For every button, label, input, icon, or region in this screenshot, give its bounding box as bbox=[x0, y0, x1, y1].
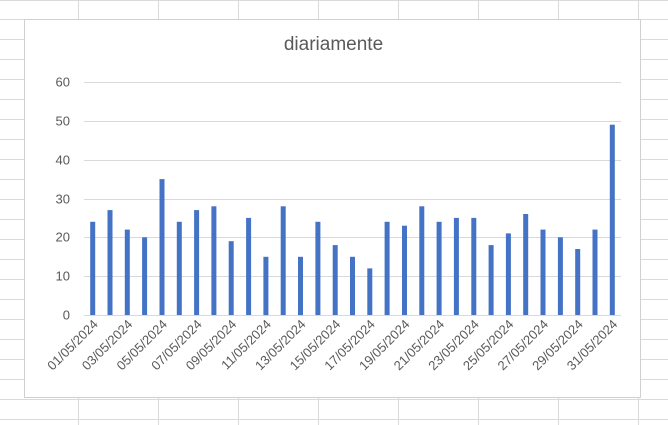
bar-09/05/2024[interactable] bbox=[228, 241, 234, 315]
y-tick-label: 20 bbox=[56, 230, 70, 245]
y-tick-label: 30 bbox=[56, 192, 70, 207]
chart-title: diariamente bbox=[283, 34, 384, 55]
bar-29/05/2024[interactable] bbox=[575, 249, 581, 315]
bar-03/05/2024[interactable] bbox=[124, 229, 130, 315]
bar-20/05/2024[interactable] bbox=[419, 206, 425, 315]
bar-chart-plot: 010203040506001/05/202403/05/202405/05/2… bbox=[44, 75, 621, 373]
bar-08/05/2024[interactable] bbox=[211, 206, 217, 315]
chart-container[interactable]: diariamente 0 10 20 30 40 50 60 01/05/2024 03/05… bbox=[24, 19, 641, 398]
bar-25/05/2024[interactable] bbox=[505, 233, 511, 315]
y-tick-label: 60 bbox=[56, 75, 70, 90]
y-tick-label: 40 bbox=[56, 153, 70, 168]
bar-16/05/2024[interactable] bbox=[350, 256, 355, 316]
bar-19/05/2024[interactable] bbox=[402, 225, 407, 315]
bar-14/05/2024[interactable] bbox=[315, 221, 321, 315]
bar-28/05/2024[interactable] bbox=[557, 237, 563, 315]
bar-17/05/2024[interactable] bbox=[367, 268, 373, 315]
bar-07/05/2024[interactable] bbox=[194, 210, 200, 315]
bar-18/05/2024[interactable] bbox=[384, 221, 390, 315]
y-tick-label: 0 bbox=[63, 308, 70, 323]
bar-13/05/2024[interactable] bbox=[298, 256, 303, 316]
bar-24/05/2024[interactable] bbox=[488, 245, 494, 315]
bar-22/05/2024[interactable] bbox=[453, 217, 459, 315]
bar-27/05/2024[interactable] bbox=[540, 229, 546, 315]
bar-05/05/2024[interactable] bbox=[159, 179, 165, 315]
bar-11/05/2024[interactable] bbox=[263, 256, 269, 316]
bar-26/05/2024[interactable] bbox=[523, 214, 529, 315]
bar-30/05/2024[interactable] bbox=[592, 229, 598, 315]
bar-10/05/2024[interactable] bbox=[246, 217, 252, 315]
y-tick-label: 10 bbox=[56, 269, 70, 284]
y-tick-label: 50 bbox=[56, 114, 70, 129]
bar-04/05/2024[interactable] bbox=[142, 237, 148, 315]
bar-31/05/2024[interactable] bbox=[609, 124, 615, 315]
bar-01/05/2024[interactable] bbox=[90, 221, 96, 315]
bar-23/05/2024[interactable] bbox=[471, 217, 477, 315]
bar-15/05/2024[interactable] bbox=[332, 245, 338, 315]
bar-06/05/2024[interactable] bbox=[176, 221, 182, 315]
bar-21/05/2024[interactable] bbox=[436, 221, 442, 315]
bar-02/05/2024[interactable] bbox=[107, 210, 113, 315]
bar-12/05/2024[interactable] bbox=[280, 206, 286, 315]
